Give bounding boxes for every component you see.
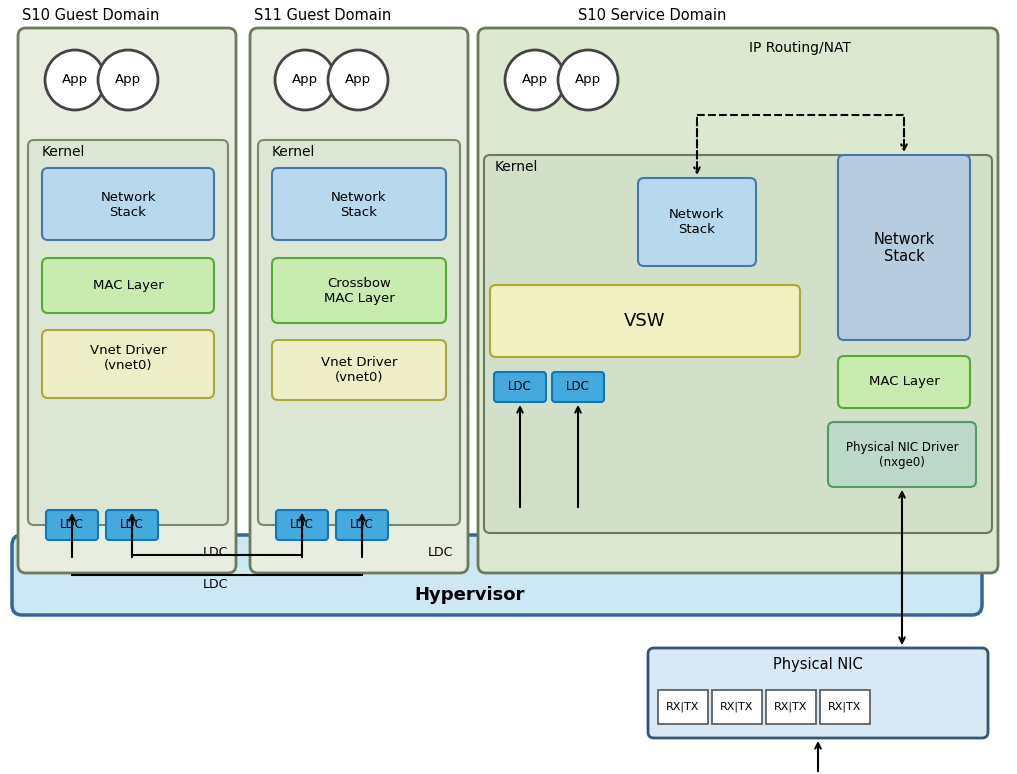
Text: Crossbow
MAC Layer: Crossbow MAC Layer: [323, 277, 395, 305]
Text: App: App: [345, 74, 371, 87]
Text: App: App: [522, 74, 548, 87]
FancyBboxPatch shape: [18, 28, 236, 573]
Text: LDC: LDC: [120, 519, 144, 532]
FancyBboxPatch shape: [42, 330, 214, 398]
FancyBboxPatch shape: [494, 372, 546, 402]
FancyBboxPatch shape: [250, 28, 468, 573]
Text: Physical NIC Driver
(nxge0): Physical NIC Driver (nxge0): [846, 441, 958, 469]
FancyBboxPatch shape: [484, 155, 992, 533]
Text: Kernel: Kernel: [272, 145, 315, 159]
Text: Kernel: Kernel: [495, 160, 538, 174]
Circle shape: [45, 50, 105, 110]
FancyBboxPatch shape: [336, 510, 388, 540]
Text: App: App: [62, 74, 88, 87]
FancyBboxPatch shape: [838, 356, 970, 408]
Text: LDC: LDC: [350, 519, 374, 532]
Text: RX|TX: RX|TX: [774, 702, 807, 712]
Text: S10 Guest Domain: S10 Guest Domain: [22, 8, 160, 22]
Text: Network
Stack: Network Stack: [669, 208, 725, 236]
FancyBboxPatch shape: [28, 140, 228, 525]
Text: LDC: LDC: [508, 381, 532, 393]
Circle shape: [505, 50, 565, 110]
Text: App: App: [575, 74, 601, 87]
Text: Kernel: Kernel: [42, 145, 85, 159]
Bar: [766, 690, 816, 724]
Text: LDC: LDC: [60, 519, 84, 532]
FancyBboxPatch shape: [12, 535, 982, 615]
FancyBboxPatch shape: [638, 178, 756, 266]
Text: LDC: LDC: [427, 546, 453, 559]
FancyBboxPatch shape: [838, 155, 970, 340]
Text: IP Routing/NAT: IP Routing/NAT: [750, 41, 851, 55]
Text: MAC Layer: MAC Layer: [93, 279, 164, 292]
FancyBboxPatch shape: [272, 258, 446, 323]
Text: Vnet Driver
(vnet0): Vnet Driver (vnet0): [89, 344, 166, 372]
Bar: [820, 690, 870, 724]
Text: S10 Service Domain: S10 Service Domain: [578, 8, 726, 22]
Text: Network
Stack: Network Stack: [332, 191, 386, 219]
FancyBboxPatch shape: [272, 340, 446, 400]
FancyBboxPatch shape: [490, 285, 800, 357]
FancyBboxPatch shape: [272, 168, 446, 240]
Text: LDC: LDC: [290, 519, 314, 532]
Text: RX|TX: RX|TX: [666, 702, 700, 712]
Text: Physical NIC: Physical NIC: [773, 657, 862, 673]
FancyBboxPatch shape: [42, 168, 214, 240]
Text: LDC: LDC: [202, 578, 228, 591]
FancyBboxPatch shape: [106, 510, 158, 540]
Text: LDC: LDC: [566, 381, 590, 393]
Text: VSW: VSW: [624, 312, 666, 330]
Text: LDC: LDC: [202, 546, 228, 559]
Text: Vnet Driver
(vnet0): Vnet Driver (vnet0): [320, 356, 398, 384]
Circle shape: [328, 50, 388, 110]
Text: Hypervisor: Hypervisor: [415, 586, 525, 604]
FancyBboxPatch shape: [552, 372, 604, 402]
Text: RX|TX: RX|TX: [720, 702, 754, 712]
FancyBboxPatch shape: [648, 648, 988, 738]
Text: RX|TX: RX|TX: [828, 702, 861, 712]
Circle shape: [275, 50, 335, 110]
FancyBboxPatch shape: [42, 258, 214, 313]
Text: Network
Stack: Network Stack: [874, 231, 935, 264]
FancyBboxPatch shape: [46, 510, 98, 540]
FancyBboxPatch shape: [828, 422, 976, 487]
Bar: [658, 690, 708, 724]
Bar: [712, 690, 762, 724]
Circle shape: [558, 50, 618, 110]
FancyBboxPatch shape: [258, 140, 460, 525]
Text: S11 Guest Domain: S11 Guest Domain: [254, 8, 392, 22]
Text: MAC Layer: MAC Layer: [869, 375, 940, 389]
Text: Network
Stack: Network Stack: [101, 191, 156, 219]
Text: App: App: [115, 74, 141, 87]
Text: App: App: [292, 74, 318, 87]
Circle shape: [98, 50, 158, 110]
FancyBboxPatch shape: [478, 28, 998, 573]
FancyBboxPatch shape: [276, 510, 328, 540]
